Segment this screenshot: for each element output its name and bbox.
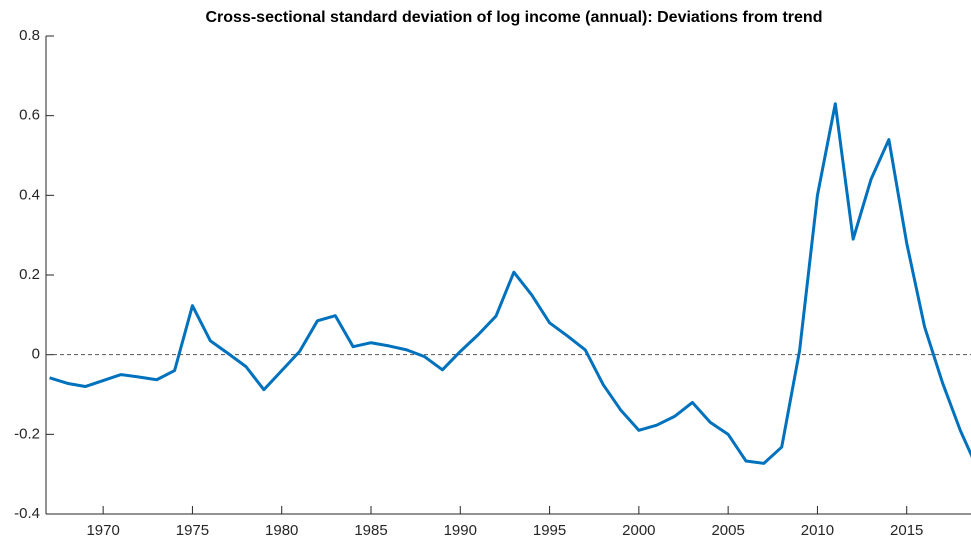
y-tick-label: 0.6: [19, 107, 40, 124]
x-tick-label: 1975: [176, 522, 209, 539]
x-tick-label: 1985: [354, 522, 387, 539]
x-tick-label: 2010: [801, 522, 834, 539]
y-tick-label: 0: [32, 346, 40, 363]
y-tick-label: -0.2: [14, 425, 40, 442]
chart-title: Cross-sectional standard deviation of lo…: [206, 9, 823, 26]
x-tick-label: 2015: [890, 522, 923, 539]
data-line: [49, 102, 971, 465]
x-tick-label: 2000: [622, 522, 655, 539]
x-tick-label: 1970: [86, 522, 119, 539]
x-tick-label: 2005: [711, 522, 744, 539]
y-tick-label: 0.2: [19, 266, 40, 283]
x-tick-label: 1990: [444, 522, 477, 539]
y-tick-label: -0.4: [14, 505, 40, 522]
x-tick-label: 1995: [533, 522, 566, 539]
y-tick-label: 0.8: [19, 27, 40, 44]
y-tick-label: 0.4: [19, 186, 40, 203]
x-tick-label: 1980: [265, 522, 298, 539]
